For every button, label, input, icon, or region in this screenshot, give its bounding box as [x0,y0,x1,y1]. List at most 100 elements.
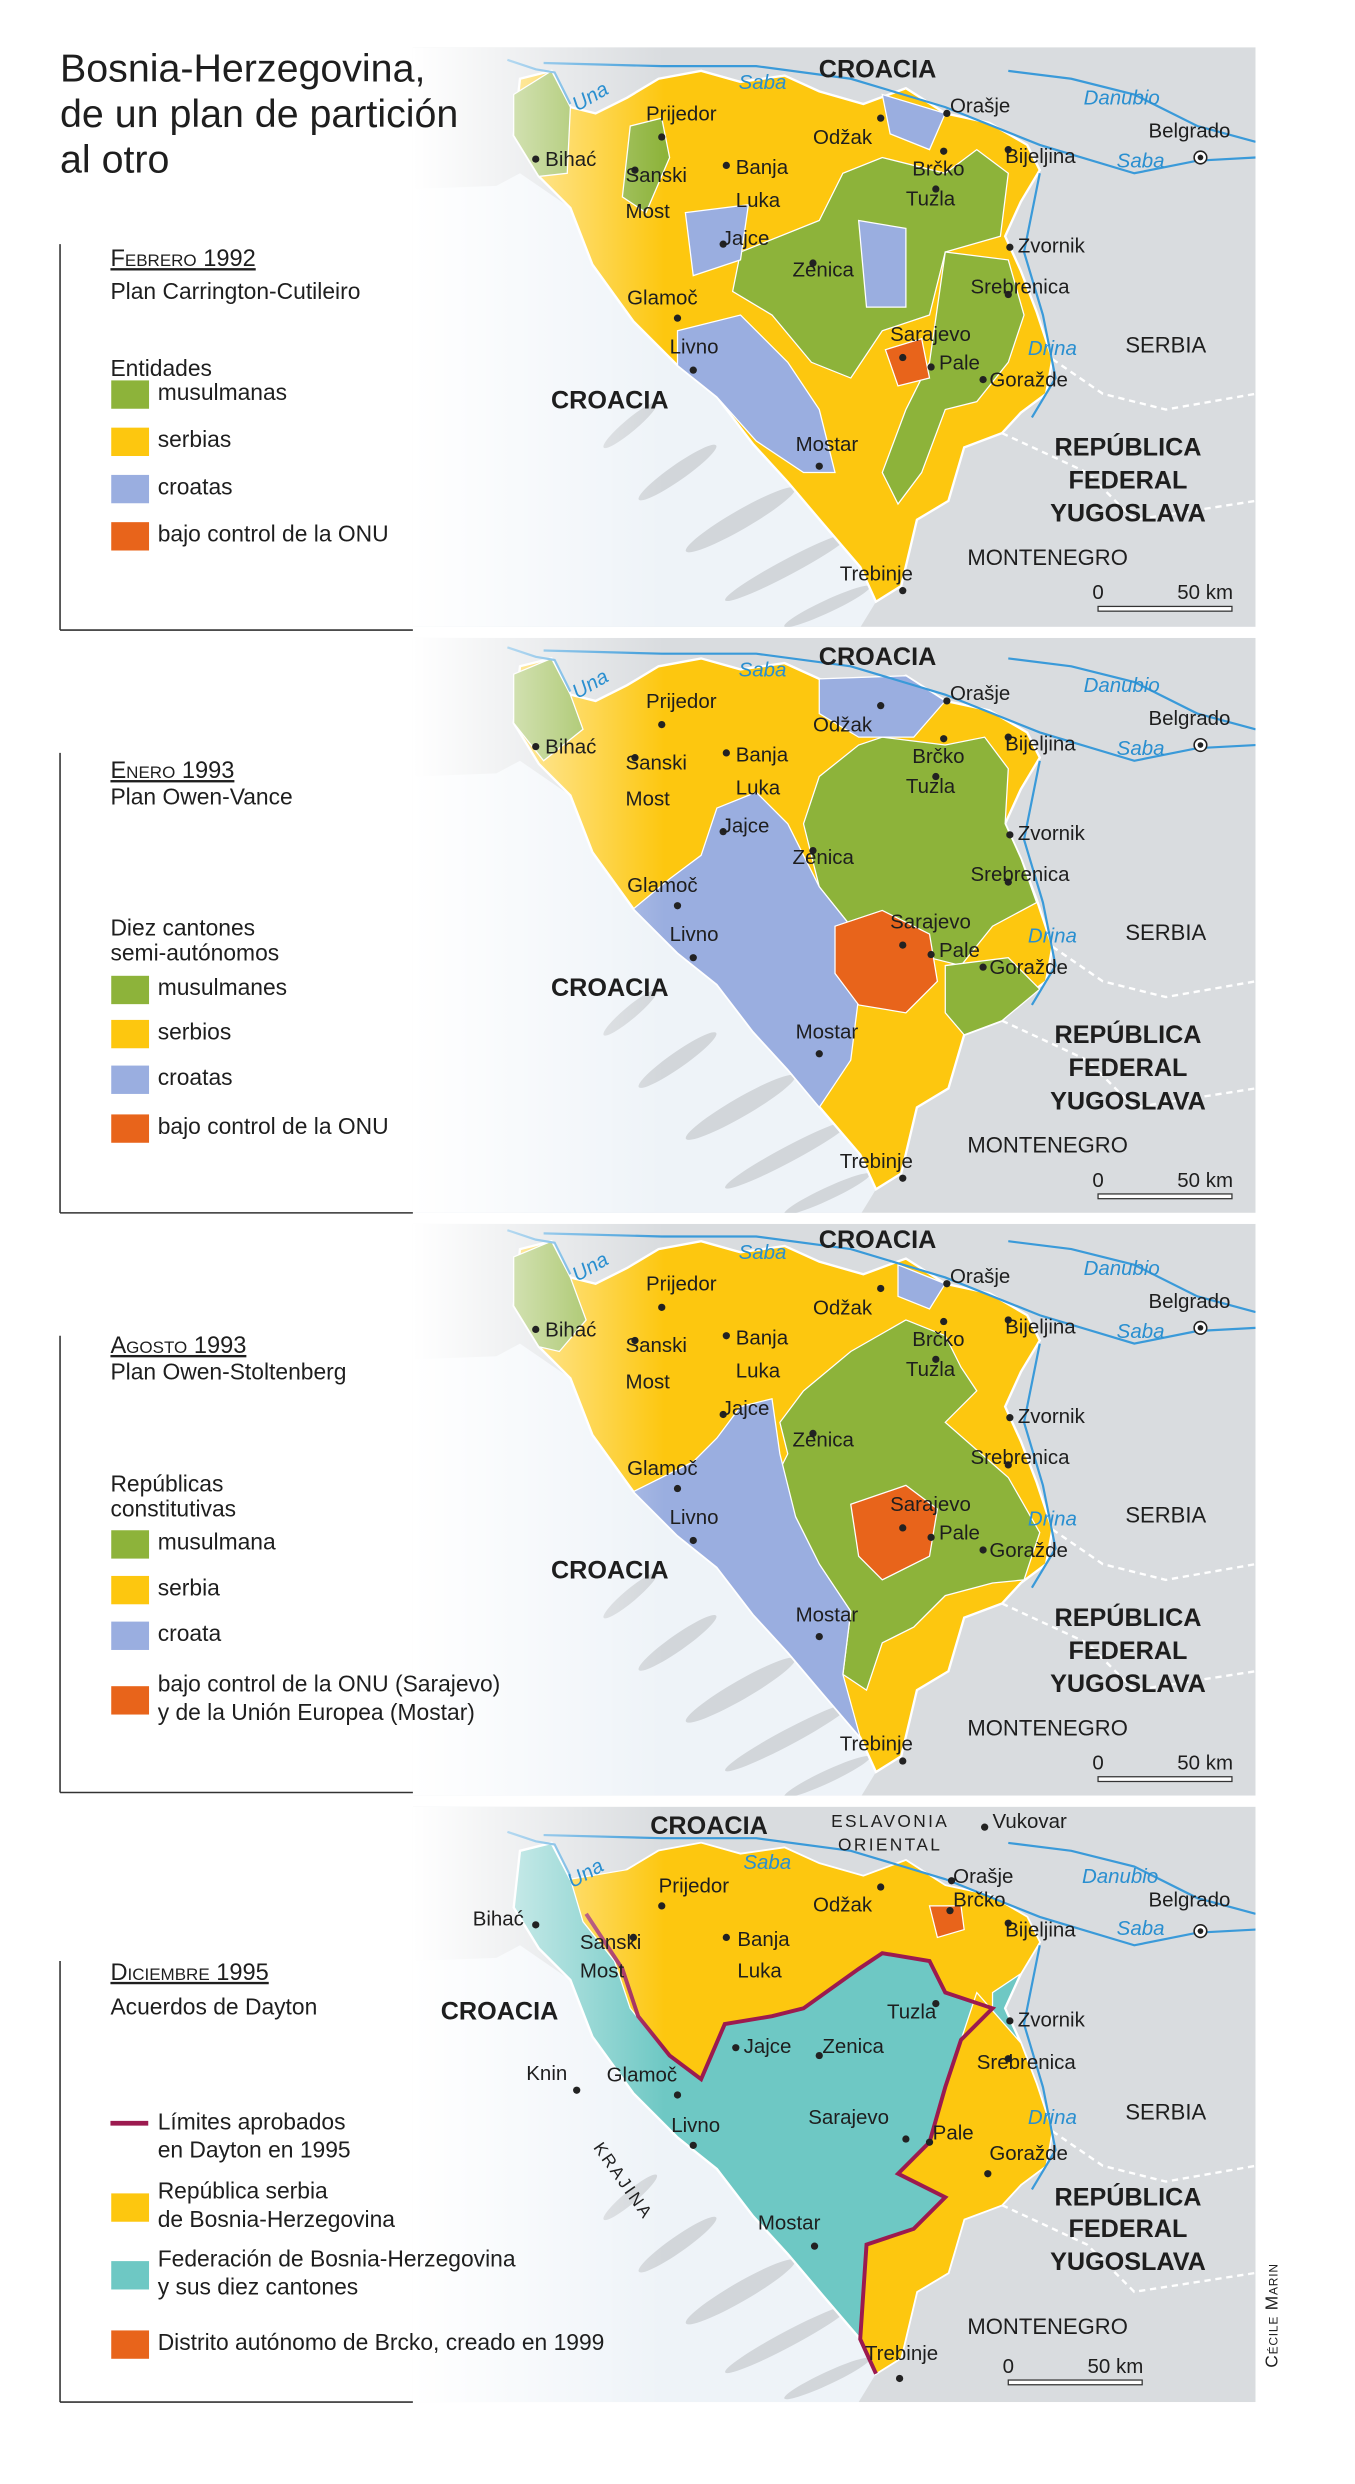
legend-label: y de la Unión Europea (Mostar) [158,1699,475,1725]
place-label: Pale [939,1522,980,1545]
island [685,1657,796,1723]
scale-label: 50 km [1177,1752,1233,1775]
place-label: CROACIA [650,1812,768,1840]
legend-label: croatas [158,473,233,499]
legend-swatch [109,426,151,458]
place-label: Danubio [1084,1257,1160,1280]
border [1001,2204,1256,2294]
city-dot [1004,733,1012,741]
city-dot [673,2091,682,2099]
place-label: Bihać [545,736,596,759]
island [685,487,796,553]
place-label: Zenica [822,2035,884,2058]
place-label: Bihać [473,1908,524,1931]
map-panel [412,637,1256,1213]
place-label: Srebrenica [970,276,1070,299]
place-label: Danubio [1084,87,1160,110]
legend-label: bajo control de la ONU [158,1113,389,1139]
scale-label: 50 km [1088,2355,1144,2378]
city-dot [673,902,682,910]
river [1022,760,1057,1006]
place-label: Livno [670,1506,719,1529]
border [1051,1528,1256,1582]
city-dot [925,2138,934,2146]
place-label: Luka [736,189,781,212]
city-dot [899,1757,907,1765]
city-dot [722,749,730,757]
place-label: Brčko [912,1328,964,1351]
city-dot [809,846,817,855]
entity-area [676,314,836,474]
place-label: ORIENTAL [838,1835,942,1855]
city-dot [979,1546,987,1554]
place-label: Srebrenica [977,2051,1077,2074]
legend-label: croata [158,1620,222,1646]
dayton-boundary [584,1912,997,2375]
city-dot [940,1317,948,1326]
city-dot [1004,1919,1012,1927]
place-label: Orašje [950,95,1010,118]
place-label: Srebrenica [970,863,1070,886]
legend-title: Repúblicas [110,1470,223,1496]
city-dot [932,772,940,781]
place-label: REPÚBLICA [1055,432,1202,462]
city-dot [943,1280,951,1288]
city-dot [532,1921,540,1929]
place-label: Tuzla [906,1358,956,1381]
place-label: Danubio [1082,1865,1158,1888]
city-dot [631,754,639,762]
border [1001,1019,1256,1109]
scale-bar [1097,1776,1233,1783]
place-label: Brčko [912,158,964,181]
border [1051,358,1256,411]
legend-label: en Dayton en 1995 [158,2137,351,2163]
panel-date: Diciembre 1995 [110,1960,268,1986]
city-dot [932,1999,940,2008]
place-label: Banja [736,1326,789,1349]
map-panel [412,1223,1256,1796]
entity-area [857,219,907,308]
legend-label: serbios [158,1018,232,1044]
city-dot [809,259,817,267]
place-label: Sanski [626,164,687,187]
legend-label: serbia [158,1574,220,1600]
place-label: Brčko [912,745,964,768]
place-label: FEDERAL [1069,2215,1188,2243]
place-label: Livno [670,923,719,946]
place-label: Jajce [722,227,770,250]
place-label: Mostar [796,433,859,456]
legend-label: República serbia [158,2178,328,2204]
place-label: Zvornik [1018,822,1086,845]
place-label: Jajce [722,1397,770,1420]
panel-plan: Plan Carrington-Cutileiro [110,278,360,304]
place-label: SERBIA [1125,1503,1206,1528]
place-label: Belgrado [1148,120,1230,143]
city-dot [899,353,907,362]
city-dot [722,1933,730,1942]
city-dot [1004,290,1012,299]
entity-area [897,1263,947,1310]
city-dot [1004,878,1012,886]
place-label: REPÚBLICA [1055,1602,1202,1632]
scale-label: 0 [1092,1169,1103,1192]
place-label: Bijeljina [1005,1919,1076,1942]
city-dot [631,1336,639,1345]
legend-label: serbias [158,426,232,452]
city-dot [902,2135,910,2143]
place-label: YUGOSLAVA [1050,500,1206,528]
legend-swatch [109,520,151,553]
place-label: Prijedor [646,690,717,713]
river [543,1833,1256,1947]
place-label: Saba [739,658,787,681]
place-label: MONTENEGRO [967,545,1127,570]
island [725,1120,851,1189]
place-label: Goražde [989,369,1068,392]
place-label: Pale [939,351,980,374]
place-label: SERBIA [1125,2100,1206,2125]
city-dot [1004,146,1012,154]
place-label: Bijeljina [1005,732,1076,755]
place-label: YUGOSLAVA [1050,1670,1206,1698]
entity-area [881,251,1025,506]
island [725,1703,851,1772]
city-dot [940,147,948,155]
